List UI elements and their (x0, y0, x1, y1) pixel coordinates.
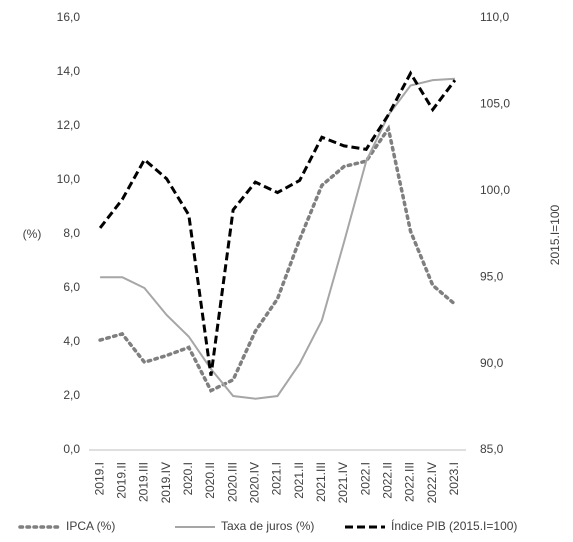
y2-tick-label: 85,0 (480, 442, 504, 456)
x-tick-label: 2019.II (114, 462, 128, 499)
x-tick-label: 2020.IV (247, 462, 261, 503)
x-tick-label: 2019.I (92, 462, 106, 495)
x-tick-label: 2019.IV (159, 462, 173, 503)
y-tick-label: 2,0 (63, 388, 80, 402)
y-tick-label: 6,0 (63, 280, 80, 294)
x-tick-label: 2020.I (181, 462, 195, 495)
y-tick-label: 12,0 (57, 118, 81, 132)
y2-tick-label: 95,0 (480, 269, 504, 283)
x-tick-label: 2022.I (358, 462, 372, 495)
series-line (98, 70, 457, 376)
x-tick-label: 2020.II (203, 462, 217, 499)
x-tick-label: 2021.II (292, 462, 306, 499)
legend-label: IPCA (%) (66, 519, 115, 533)
x-tick-label: 2021.III (314, 462, 328, 502)
y2-tick-label: 90,0 (480, 356, 504, 370)
x-tick-label: 2019.III (137, 462, 151, 502)
y2-tick-label: 100,0 (480, 183, 510, 197)
y2-tick-label: 105,0 (480, 97, 510, 111)
series-line (100, 77, 455, 400)
x-tick-label: 2022.II (381, 462, 395, 499)
y2-axis-label: 2015.I=100 (548, 204, 562, 265)
x-tick-label: 2023.I (447, 462, 461, 495)
y-tick-label: 0,0 (63, 442, 80, 456)
x-tick-label: 2022.IV (425, 462, 439, 503)
legend-label: Índice PIB (2015.I=100) (391, 518, 517, 533)
y2-tick-label: 110,0 (480, 10, 509, 24)
y-tick-label: 14,0 (57, 64, 81, 78)
legend-label: Taxa de juros (%) (221, 519, 314, 533)
y-tick-label: 8,0 (63, 226, 80, 240)
y-tick-label: 4,0 (63, 334, 80, 348)
y-tick-label: 10,0 (57, 172, 81, 186)
series-line (98, 124, 457, 393)
x-tick-label: 2022.III (403, 462, 417, 502)
y-axis-label: (%) (23, 227, 42, 241)
x-tick-label: 2020.III (225, 462, 239, 502)
y-tick-label: 16,0 (57, 10, 81, 24)
x-tick-label: 2021.I (270, 462, 284, 495)
x-tick-label: 2021.IV (336, 462, 350, 503)
